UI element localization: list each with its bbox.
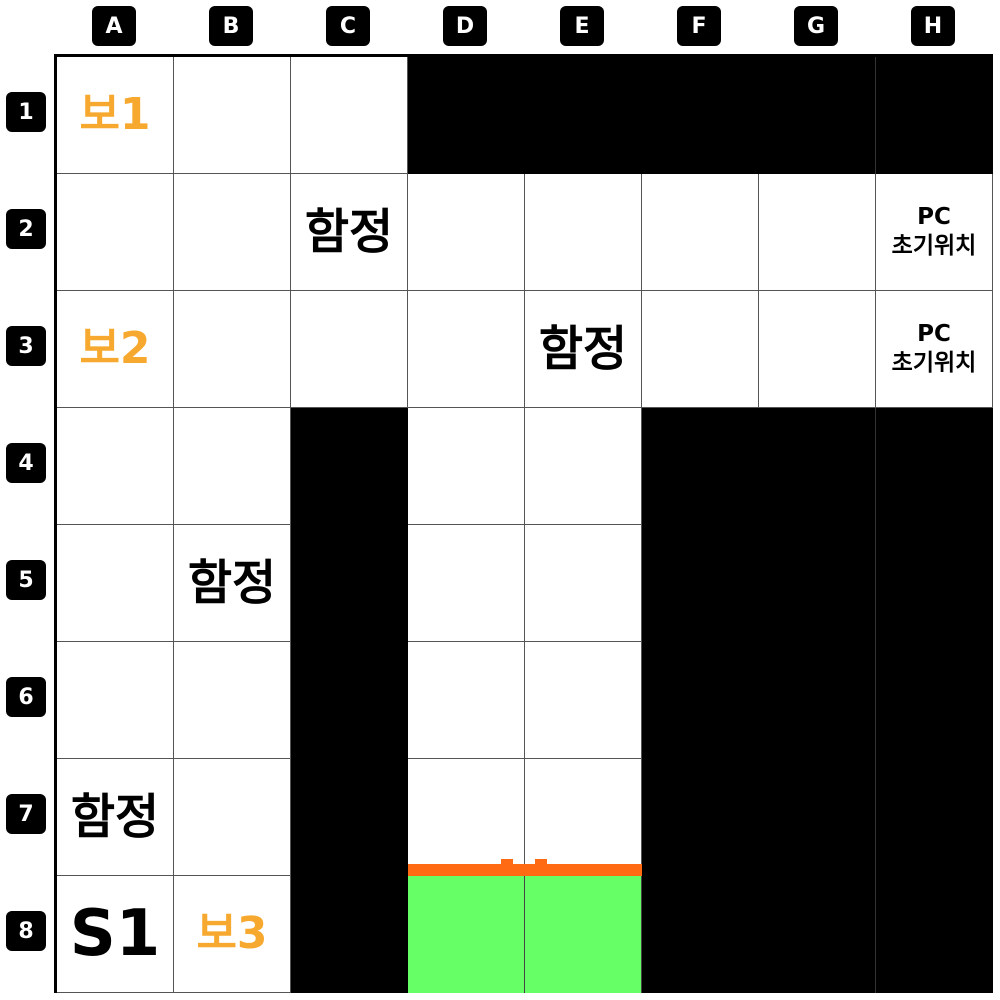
column-label-b: B: [209, 6, 253, 46]
cell-c4[interactable]: [291, 408, 408, 525]
cell-e6[interactable]: [525, 642, 642, 759]
cell-h5[interactable]: [876, 525, 993, 642]
cell-d6[interactable]: [408, 642, 525, 759]
cell-c6[interactable]: [291, 642, 408, 759]
cell-d2[interactable]: [408, 174, 525, 291]
cell-a5[interactable]: [57, 525, 174, 642]
column-label-a: A: [92, 6, 136, 46]
row-label-5: 5: [6, 560, 46, 600]
cell-f8[interactable]: [642, 876, 759, 993]
row-label-3: 3: [6, 326, 46, 366]
cell-c2[interactable]: 함정: [291, 174, 408, 291]
cell-g7[interactable]: [759, 759, 876, 876]
cell-b3[interactable]: [174, 291, 291, 408]
cell-d4[interactable]: [408, 408, 525, 525]
cell-e8[interactable]: [525, 876, 642, 993]
cell-f4[interactable]: [642, 408, 759, 525]
cell-f6[interactable]: [642, 642, 759, 759]
cell-b2[interactable]: [174, 174, 291, 291]
pc-label: PC: [917, 204, 951, 231]
cell-g8[interactable]: [759, 876, 876, 993]
wall-seam: [875, 57, 876, 174]
cell-e3[interactable]: 함정: [525, 291, 642, 408]
row-label-6: 6: [6, 677, 46, 717]
cell-e5[interactable]: [525, 525, 642, 642]
trap-label: 함정: [187, 554, 277, 611]
cell-c5[interactable]: [291, 525, 408, 642]
cell-b8[interactable]: 보3: [174, 876, 291, 993]
cell-a8[interactable]: S1: [57, 876, 174, 993]
door-handle-icon: [535, 859, 547, 865]
goal-door: [408, 864, 642, 876]
cell-h4[interactable]: [876, 408, 993, 525]
cell-c3[interactable]: [291, 291, 408, 408]
treasure-label: 보1: [79, 88, 151, 140]
trap-label: 함정: [538, 320, 628, 377]
cell-g1[interactable]: [759, 57, 876, 174]
cell-h8[interactable]: [876, 876, 993, 993]
column-label-h: H: [911, 6, 955, 46]
trap-label: 함정: [70, 788, 160, 845]
cell-e4[interactable]: [525, 408, 642, 525]
cell-b1[interactable]: [174, 57, 291, 174]
cell-e1[interactable]: [525, 57, 642, 174]
column-label-d: D: [443, 6, 487, 46]
cell-d1[interactable]: [408, 57, 525, 174]
cell-f2[interactable]: [642, 174, 759, 291]
pc-label: PC: [917, 321, 951, 348]
column-label-g: G: [794, 6, 838, 46]
cell-g2[interactable]: [759, 174, 876, 291]
column-label-e: E: [560, 6, 604, 46]
row-label-2: 2: [6, 209, 46, 249]
cell-a7[interactable]: 함정: [57, 759, 174, 876]
cell-c7[interactable]: [291, 759, 408, 876]
cell-f3[interactable]: [642, 291, 759, 408]
row-label-8: 8: [6, 911, 46, 951]
pc-position-label: 초기위치: [891, 350, 977, 376]
game-board: 보1 함정 PC 초기위치 보2 함정 PC 초기위치 함정 함정 S1 보3: [54, 54, 993, 993]
cell-f7[interactable]: [642, 759, 759, 876]
cell-d7[interactable]: [408, 759, 525, 876]
cell-c1[interactable]: [291, 57, 408, 174]
pc-position-label: 초기위치: [891, 233, 977, 259]
cell-g3[interactable]: [759, 291, 876, 408]
cell-h2[interactable]: PC 초기위치: [876, 174, 993, 291]
cell-d8[interactable]: [408, 876, 525, 993]
cell-g4[interactable]: [759, 408, 876, 525]
column-label-c: C: [326, 6, 370, 46]
cell-b6[interactable]: [174, 642, 291, 759]
cell-h1[interactable]: [876, 57, 993, 174]
start-label: S1: [69, 896, 161, 971]
cell-h7[interactable]: [876, 759, 993, 876]
cell-d3[interactable]: [408, 291, 525, 408]
wall-seam: [875, 408, 876, 993]
cell-a4[interactable]: [57, 408, 174, 525]
cell-f5[interactable]: [642, 525, 759, 642]
row-label-7: 7: [6, 794, 46, 834]
cell-f1[interactable]: [642, 57, 759, 174]
column-label-f: F: [677, 6, 721, 46]
cell-d5[interactable]: [408, 525, 525, 642]
trap-label: 함정: [304, 203, 394, 260]
cell-a2[interactable]: [57, 174, 174, 291]
cell-g5[interactable]: [759, 525, 876, 642]
treasure-label: 보3: [196, 907, 268, 959]
row-label-1: 1: [6, 92, 46, 132]
cell-a3[interactable]: 보2: [57, 291, 174, 408]
cell-g6[interactable]: [759, 642, 876, 759]
cell-b5[interactable]: 함정: [174, 525, 291, 642]
cell-a1[interactable]: 보1: [57, 57, 174, 174]
cell-b7[interactable]: [174, 759, 291, 876]
door-handle-icon: [501, 859, 513, 865]
row-label-4: 4: [6, 443, 46, 483]
cell-e7[interactable]: [525, 759, 642, 876]
cell-b4[interactable]: [174, 408, 291, 525]
treasure-label: 보2: [79, 322, 151, 374]
cell-c8[interactable]: [291, 876, 408, 993]
cell-a6[interactable]: [57, 642, 174, 759]
cell-h6[interactable]: [876, 642, 993, 759]
cell-e2[interactable]: [525, 174, 642, 291]
cell-h3[interactable]: PC 초기위치: [876, 291, 993, 408]
